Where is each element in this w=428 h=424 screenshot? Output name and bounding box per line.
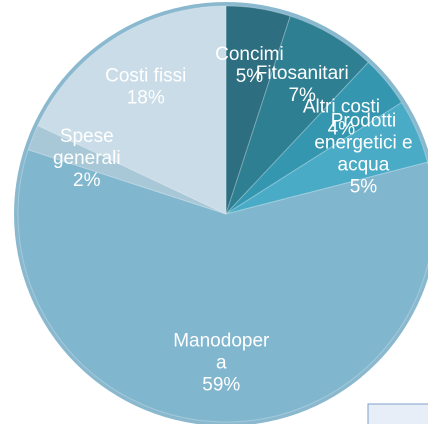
pie-slice xyxy=(225,61,403,215)
slice-value-label: 2% xyxy=(73,170,101,191)
slice-label: Spese generali xyxy=(53,126,121,169)
slice-value-label: 5% xyxy=(236,66,264,87)
pie-slice xyxy=(225,5,291,215)
slice-label: Altri costi xyxy=(303,97,380,118)
slice-label: Fitosanitari xyxy=(256,63,349,84)
slice-label: Prodotti energetici e acqua xyxy=(314,111,412,176)
legend-fragment xyxy=(367,403,428,424)
slice-label: Costi fissi xyxy=(105,66,186,87)
slice-label: Manodoper a xyxy=(173,331,270,374)
pie-slice xyxy=(37,5,227,215)
slice-value-label: 18% xyxy=(127,88,165,109)
pie-slice xyxy=(17,149,428,423)
slice-value-label: 5% xyxy=(350,177,378,198)
slice-value-label: 59% xyxy=(202,375,240,396)
pie-slice xyxy=(27,124,227,215)
slice-value-label: 7% xyxy=(288,85,316,106)
slice-value-label: 4% xyxy=(328,119,356,140)
slice-label: Concimi xyxy=(215,44,284,65)
pie-slice xyxy=(225,101,428,215)
pie-slice xyxy=(225,15,370,215)
